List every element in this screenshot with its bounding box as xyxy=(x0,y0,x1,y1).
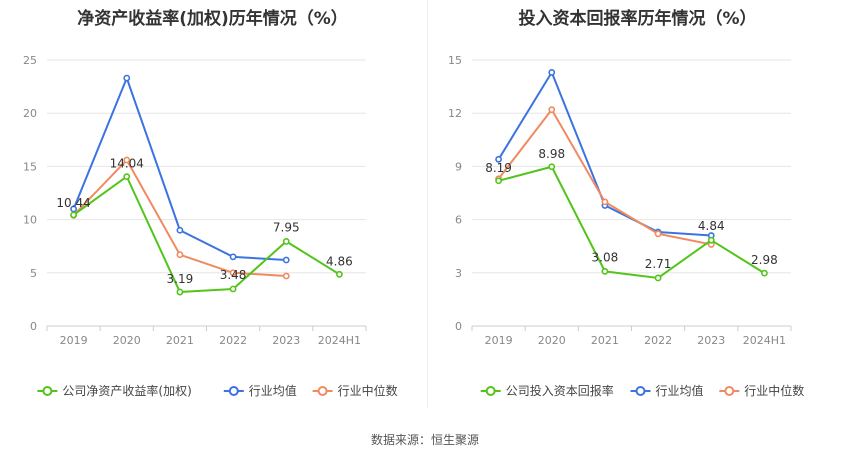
y-tick-label: 15 xyxy=(448,54,462,67)
legend-item-average[interactable]: 行业均值 xyxy=(223,383,297,398)
x-tick-label: 2021 xyxy=(591,334,619,347)
roe-chart-panel: 0 5 10 15 20 25 2019 2020 2021 2022 2023 2024H1 10.4… xyxy=(0,0,425,420)
legend-swatch-marker xyxy=(317,386,328,396)
x-tick-label: 2019 xyxy=(485,334,513,347)
data-point-median xyxy=(229,269,237,277)
series-line-company xyxy=(498,165,765,279)
x-tick-label: 2020 xyxy=(113,334,141,347)
y-tick-label: 0 xyxy=(455,320,462,333)
data-point-average xyxy=(176,226,184,234)
data-source-note: 数据来源：恒生聚源 xyxy=(370,433,479,447)
data-point-median xyxy=(123,156,131,164)
roe-chart-title: 净资产收益率(加权)历年情况（%） xyxy=(77,9,348,29)
legend-item-median[interactable]: 行业中位数 xyxy=(312,383,398,398)
roic-chart-panel: 0 3 6 9 12 15 2019 2020 2021 2022 2023 2024H1 8.19 8.… xyxy=(425,0,850,420)
legend-item-median[interactable]: 行业中位数 xyxy=(719,383,804,398)
x-tick-label: 2021 xyxy=(166,334,194,347)
legend-label: 公司净资产收益率(加权) xyxy=(62,383,191,398)
y-tick-label: 0 xyxy=(30,320,37,333)
data-point-company xyxy=(336,270,343,278)
legend-swatch-marker xyxy=(228,386,239,396)
data-label: 8.98 xyxy=(538,147,565,161)
y-tick-label: 6 xyxy=(455,214,462,227)
legend-swatch-marker xyxy=(42,386,53,396)
y-tick-label: 5 xyxy=(30,267,37,280)
series-line-company xyxy=(72,175,340,294)
data-point-median xyxy=(176,251,184,259)
data-point-average xyxy=(548,69,556,76)
data-label: 8.19 xyxy=(485,161,512,175)
legend-item-company[interactable]: 公司投入资本回报率 xyxy=(480,383,614,398)
x-tick-label: 2020 xyxy=(538,334,566,347)
data-point-average xyxy=(123,74,131,82)
data-label: 3.08 xyxy=(592,250,619,264)
x-tick-label: 2023 xyxy=(272,334,300,347)
legend-label: 行业中位数 xyxy=(338,383,398,398)
data-point-average xyxy=(282,256,290,264)
data-point-company xyxy=(282,238,290,245)
data-label: 7.95 xyxy=(273,220,300,234)
y-tick-label: 3 xyxy=(455,267,462,280)
legend-label: 公司投入资本回报率 xyxy=(506,383,614,398)
data-label: 4.84 xyxy=(698,219,725,233)
legend-swatch-marker xyxy=(485,386,496,396)
y-tick-label: 9 xyxy=(455,160,462,173)
x-tick-label: 2019 xyxy=(60,334,88,347)
data-point-company xyxy=(123,173,131,181)
data-point-company xyxy=(654,274,662,282)
data-point-median xyxy=(282,272,290,280)
data-point-company xyxy=(707,236,715,244)
roic-chart: 0 3 6 9 12 15 2019 2020 2021 2022 2023 2024H1 8.19 8.… xyxy=(448,54,804,398)
x-tick-label: 2022 xyxy=(219,334,247,347)
data-label: 2.98 xyxy=(751,253,778,267)
legend-item-company[interactable]: 公司净资产收益率(加权) xyxy=(37,383,192,398)
data-label: 14.04 xyxy=(110,157,144,171)
y-tick-label: 25 xyxy=(23,54,37,67)
data-point-median xyxy=(654,230,662,238)
data-point-company xyxy=(761,269,768,277)
data-point-average xyxy=(495,155,502,163)
data-point-company xyxy=(229,285,237,293)
data-point-average xyxy=(229,253,237,261)
data-point-company xyxy=(601,267,609,275)
data-point-company xyxy=(548,163,556,171)
roic-chart-title: 投入资本回报率历年情况（%） xyxy=(518,9,757,29)
legend-swatch-marker xyxy=(724,386,735,396)
x-tick-label: 2023 xyxy=(697,334,725,347)
panel-divider xyxy=(427,0,428,408)
data-point-company xyxy=(495,177,502,185)
x-tick-label: 2024H1 xyxy=(743,334,786,347)
data-point-company xyxy=(70,211,77,219)
data-label: 4.86 xyxy=(326,254,353,268)
data-point-median xyxy=(601,198,609,206)
y-tick-label: 15 xyxy=(23,160,37,173)
data-label: 2.71 xyxy=(645,257,672,271)
y-tick-label: 10 xyxy=(23,214,37,227)
data-label: 10.44 xyxy=(56,196,90,210)
x-tick-label: 2024H1 xyxy=(318,334,361,347)
x-tick-label: 2022 xyxy=(644,334,672,347)
legend-label: 行业中位数 xyxy=(744,383,804,398)
y-tick-label: 12 xyxy=(448,107,462,120)
data-point-median xyxy=(548,106,556,114)
series-line-median xyxy=(497,108,712,246)
legend-label: 行业均值 xyxy=(249,383,297,398)
legend-swatch-marker xyxy=(635,386,646,396)
legend-label: 行业均值 xyxy=(656,383,704,398)
series-line-average xyxy=(497,71,712,237)
legend-item-average[interactable]: 行业均值 xyxy=(630,383,704,398)
roe-chart: 0 5 10 15 20 25 2019 2020 2021 2022 2023 2024H1 10.4… xyxy=(23,54,398,398)
data-label: 3.48 xyxy=(220,268,247,282)
data-label: 3.19 xyxy=(167,272,194,286)
data-point-company xyxy=(176,288,184,296)
y-tick-label: 20 xyxy=(23,107,37,120)
